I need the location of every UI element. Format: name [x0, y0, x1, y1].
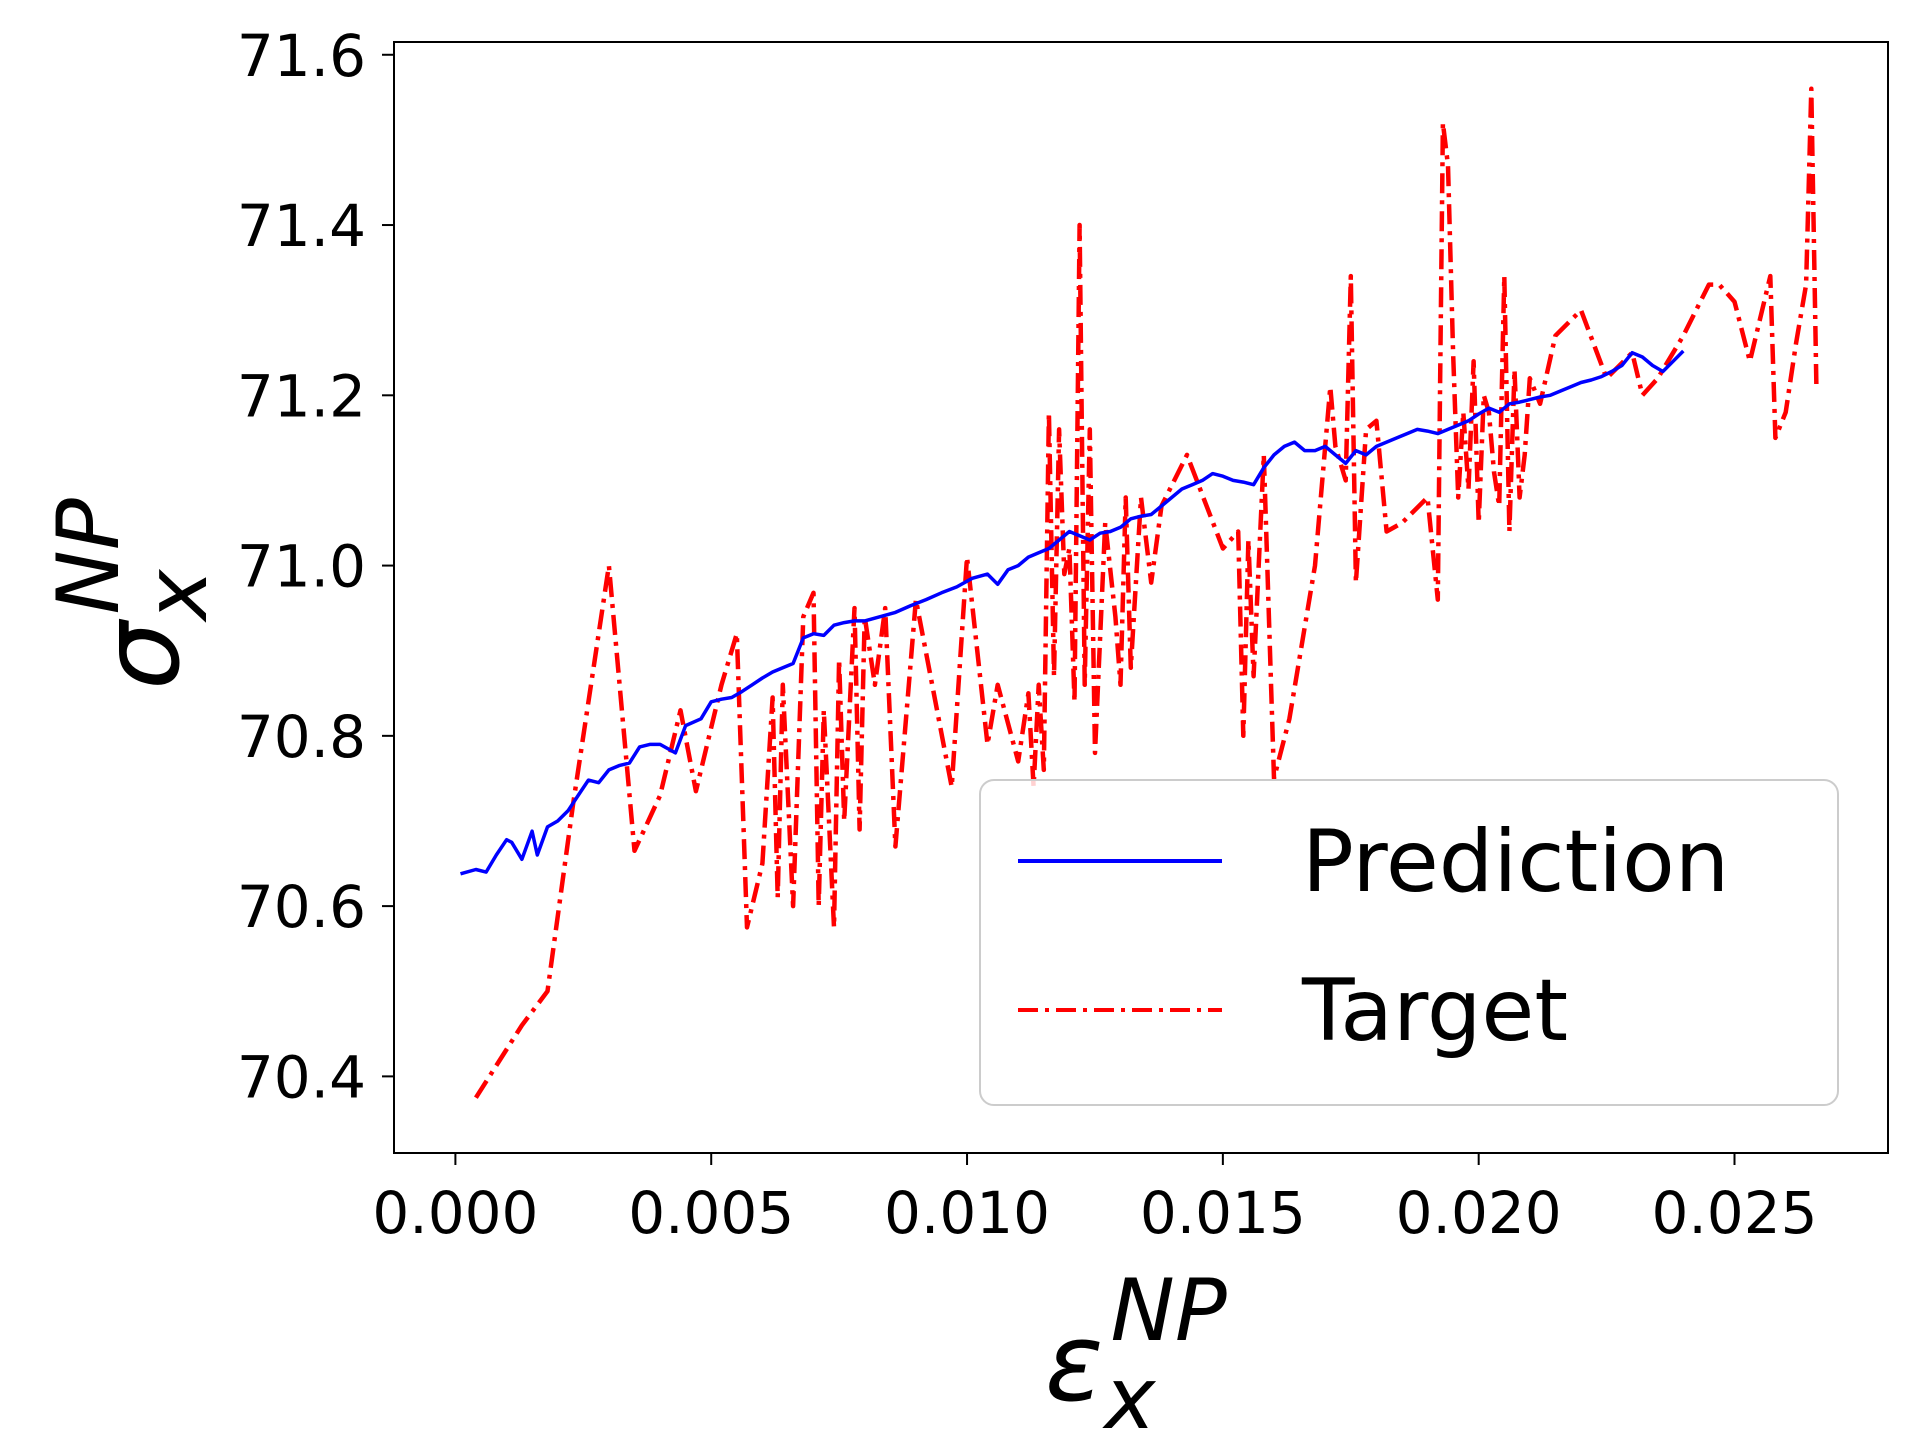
x-axis: 0.000 0.005 0.010 0.015 0.020 0.025: [372, 1153, 1818, 1247]
plot-area: [460, 86, 1819, 1099]
x-tick-label: 0.005: [628, 1179, 794, 1247]
y-axis-label-base: σ: [79, 618, 204, 690]
y-tick-label: 71.4: [237, 192, 366, 260]
series-line-target: [474, 86, 1819, 1099]
legend-label-target: Target: [1301, 961, 1568, 1061]
x-axis-label-superscript: NP: [1110, 1261, 1226, 1361]
x-tick-label: 0.000: [372, 1179, 538, 1247]
x-tick-label: 0.025: [1651, 1179, 1817, 1247]
y-tick-label: 70.8: [237, 703, 366, 771]
y-tick-label: 71.6: [237, 22, 366, 90]
series-line-prediction: [460, 349, 1685, 876]
y-axis-label-subscript: x: [127, 568, 227, 623]
legend: Prediction Target: [979, 779, 1839, 1106]
legend-label-prediction: Prediction: [1302, 812, 1729, 912]
x-tick-label: 0.010: [884, 1179, 1050, 1247]
x-tick-label: 0.020: [1396, 1179, 1562, 1247]
y-tick-label: 71.0: [237, 533, 366, 601]
y-tick-label: 70.4: [237, 1043, 366, 1111]
x-axis-label: ε x NP: [1045, 1261, 1227, 1449]
axes-frame: [393, 41, 1889, 1154]
x-axis-label-subscript: x: [1101, 1349, 1156, 1449]
x-tick-label: 0.015: [1140, 1179, 1306, 1247]
y-axis: 70.4 70.6 70.8 71.0 71.2 71.4 71.6: [237, 22, 394, 1111]
y-axis-label-superscript: NP: [39, 498, 139, 614]
y-tick-label: 71.2: [237, 362, 366, 430]
x-axis-label-base: ε: [1045, 1301, 1103, 1426]
y-axis-label: σ x NP: [39, 498, 227, 690]
y-tick-label: 70.6: [237, 873, 366, 941]
